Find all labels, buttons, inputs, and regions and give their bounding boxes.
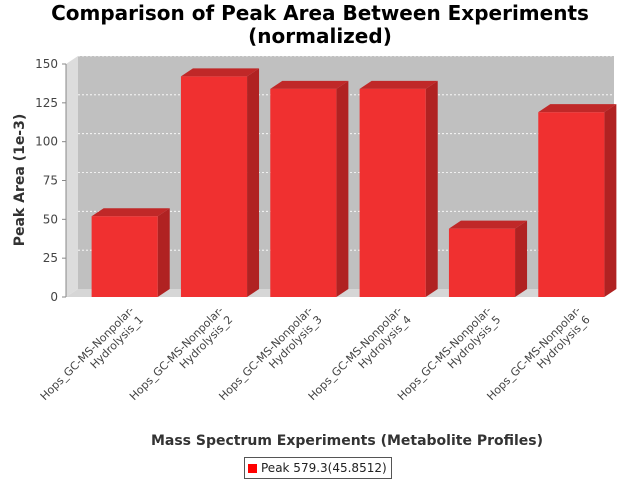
bar-front — [538, 112, 605, 297]
bar-front — [270, 88, 337, 297]
bar-top — [359, 80, 438, 89]
bar-front — [91, 216, 158, 297]
y-tick-label: 50 — [43, 212, 58, 226]
legend: Peak 579.3(45.8512) — [244, 457, 392, 479]
y-tick-label: 0 — [50, 290, 58, 304]
bar-front — [448, 228, 516, 297]
bar — [180, 68, 260, 297]
bar-top — [91, 208, 170, 217]
bar-side — [247, 68, 260, 297]
bar — [359, 80, 438, 297]
y-tick-label: 125 — [35, 96, 58, 110]
bar — [538, 104, 617, 297]
y-axis-label: Peak Area (1e-3) — [12, 114, 28, 247]
bar-top — [448, 220, 528, 229]
bar-top — [538, 104, 617, 113]
bar — [448, 220, 528, 297]
bar-front — [359, 88, 426, 297]
chart-title: Comparison of Peak Area Between Experime… — [0, 2, 640, 48]
bar-side — [157, 208, 170, 297]
chart-title-line-2: (normalized) — [248, 24, 392, 48]
y-tick-label: 150 — [35, 57, 58, 71]
x-axis-label: Mass Spectrum Experiments (Metabolite Pr… — [151, 433, 543, 449]
bar-side — [336, 80, 349, 297]
bar — [91, 208, 170, 297]
y-tick-label: 100 — [35, 135, 58, 149]
legend-swatch — [248, 463, 257, 473]
bar — [270, 80, 349, 297]
bar-side — [515, 220, 528, 297]
y-tick-label: 75 — [43, 174, 58, 188]
y-tick-label: 25 — [43, 251, 58, 265]
chart-title-line-1: Comparison of Peak Area Between Experime… — [51, 1, 589, 25]
bar-top — [180, 68, 260, 77]
bar-side — [604, 104, 617, 297]
legend-label: Peak 579.3(45.8512) — [261, 461, 387, 475]
bar-front — [180, 76, 248, 297]
plot-left-wall — [66, 56, 78, 297]
bar-side — [425, 80, 438, 297]
bar-top — [270, 80, 349, 89]
